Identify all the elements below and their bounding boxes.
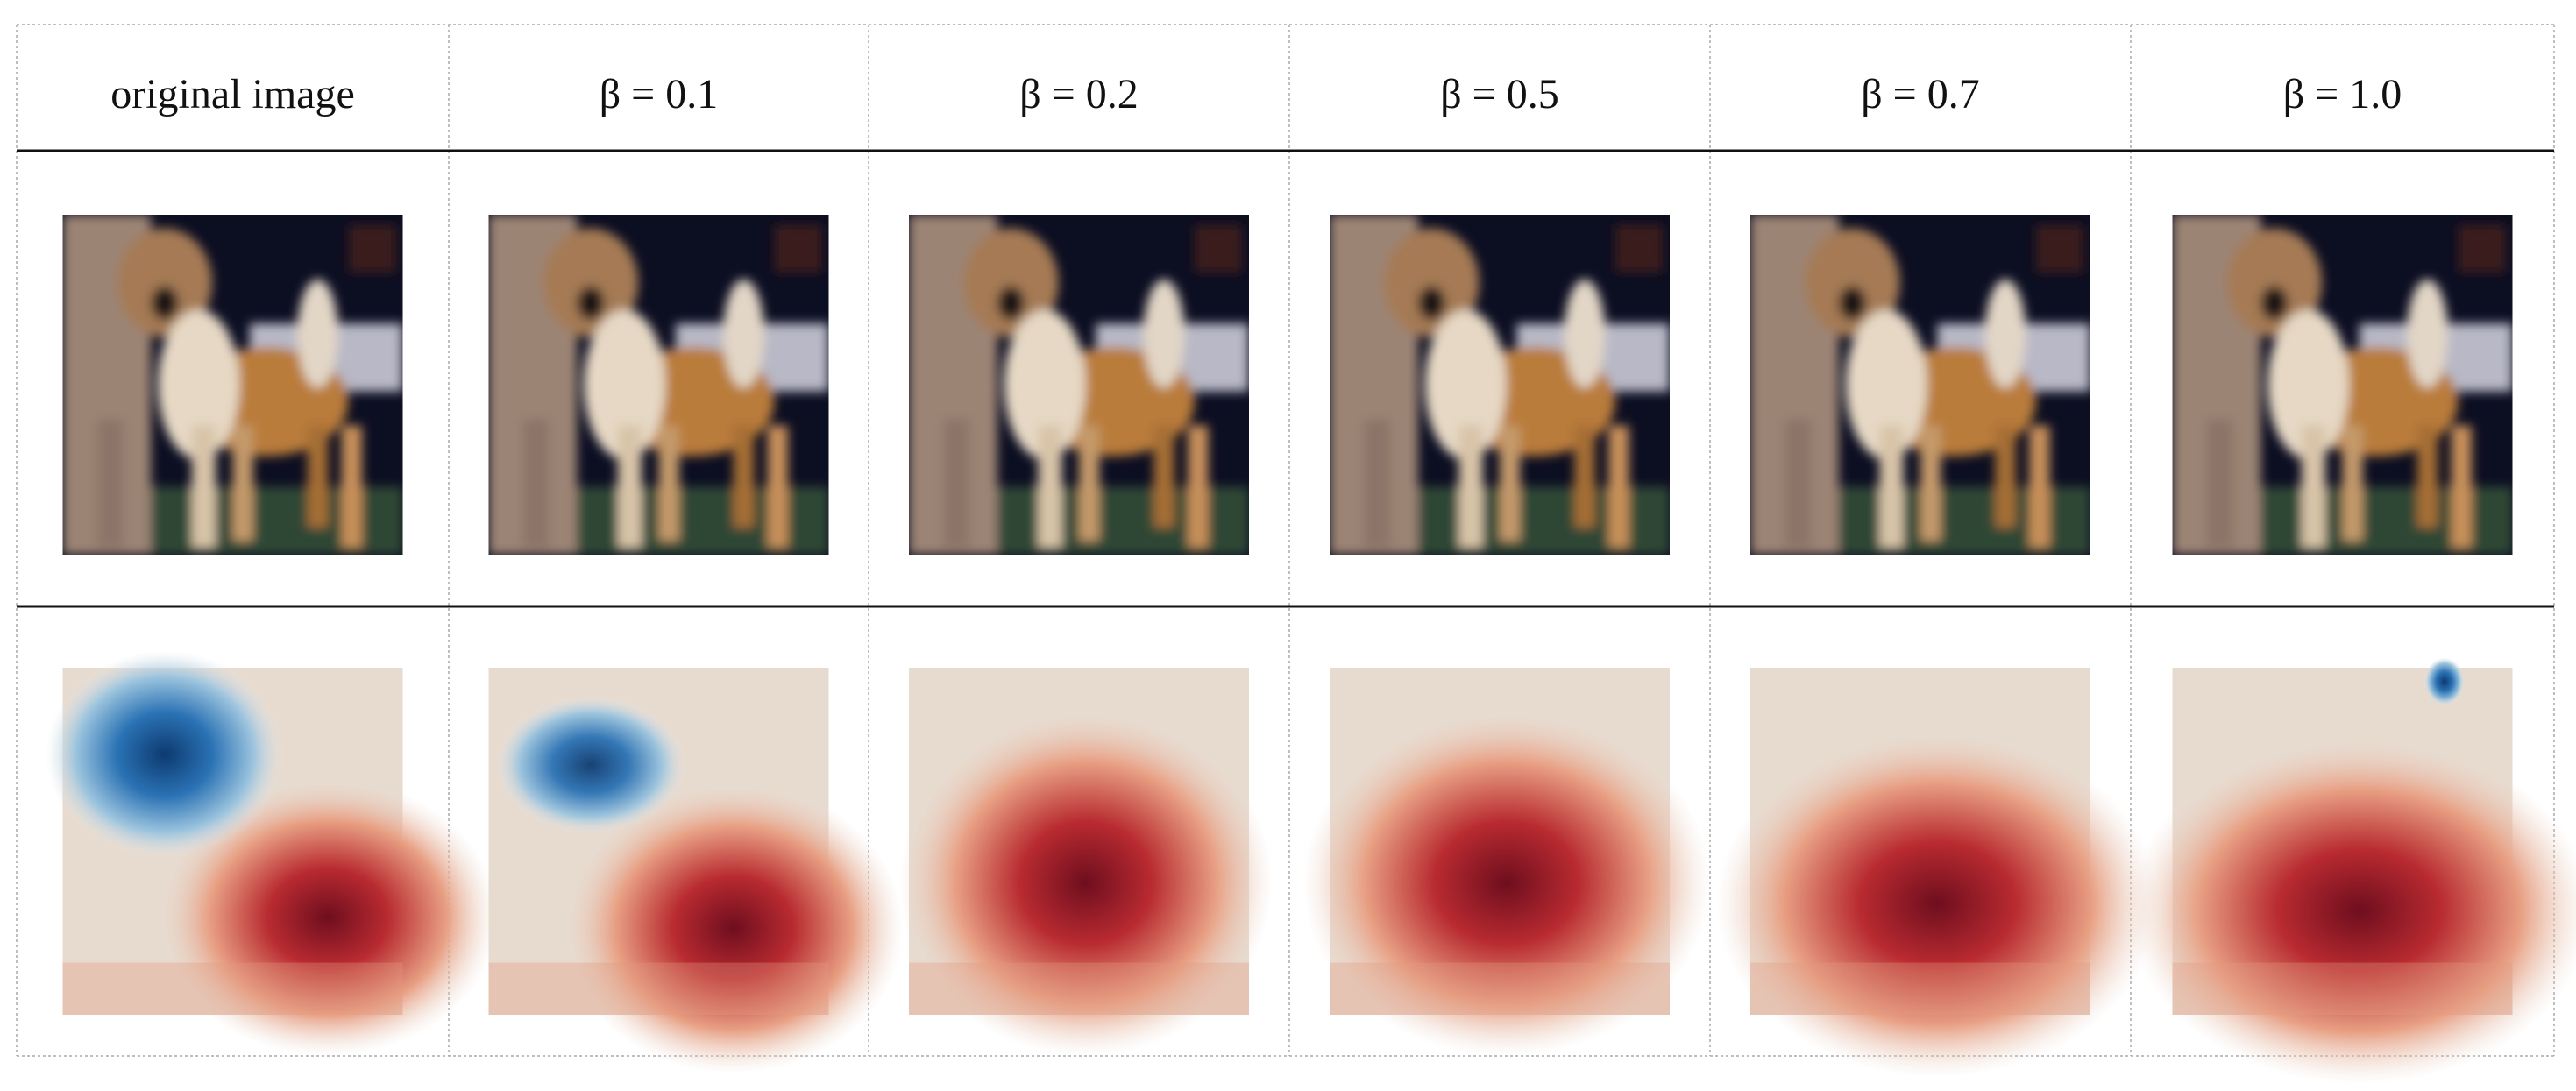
- column-header: original image: [110, 71, 355, 117]
- column-header: β = 1.0: [2283, 71, 2402, 117]
- column-header: β = 0.5: [1440, 71, 1559, 117]
- attribution-heatmap: [1716, 668, 2159, 1078]
- input-image: [909, 215, 1249, 555]
- heatmap-fade: [62, 962, 403, 1015]
- attribution-heatmap: [898, 668, 1274, 1057]
- table-cells: original image β = 0.1 β = 0.2 β = 0.5 β = 0…: [46, 71, 2576, 1085]
- heatmap-fade: [488, 962, 829, 1015]
- input-image: [1330, 215, 1670, 555]
- column-header: β = 0.2: [1019, 71, 1139, 117]
- input-image: [2173, 215, 2513, 555]
- input-image: [63, 215, 403, 555]
- attribution-heatmap: [488, 668, 904, 1074]
- column-header: β = 0.1: [600, 71, 719, 117]
- attribution-heatmap: [2128, 657, 2576, 1085]
- attribution-heatmap: [1302, 668, 1711, 1057]
- heatmap-positive: [2128, 737, 2576, 1085]
- attribution-heatmap: [46, 650, 499, 1057]
- heatmap-negative: [2423, 657, 2466, 706]
- heatmap-fade: [1330, 962, 1670, 1015]
- input-image: [489, 215, 829, 555]
- heatmap-positive: [1302, 709, 1711, 1057]
- column-header: β = 0.7: [1861, 71, 1980, 117]
- heatmap-positive: [563, 782, 904, 1074]
- heatmap-fade: [909, 962, 1249, 1015]
- heatmap-positive: [898, 709, 1274, 1057]
- heatmap-negative: [495, 695, 686, 835]
- heatmap-fade: [1750, 962, 2090, 1015]
- heatmap-positive: [1716, 730, 2159, 1078]
- heatmap-positive: [158, 778, 499, 1057]
- heatmap-negative: [46, 650, 284, 859]
- input-image: [1750, 215, 2090, 555]
- heatmap-fade: [2172, 962, 2513, 1015]
